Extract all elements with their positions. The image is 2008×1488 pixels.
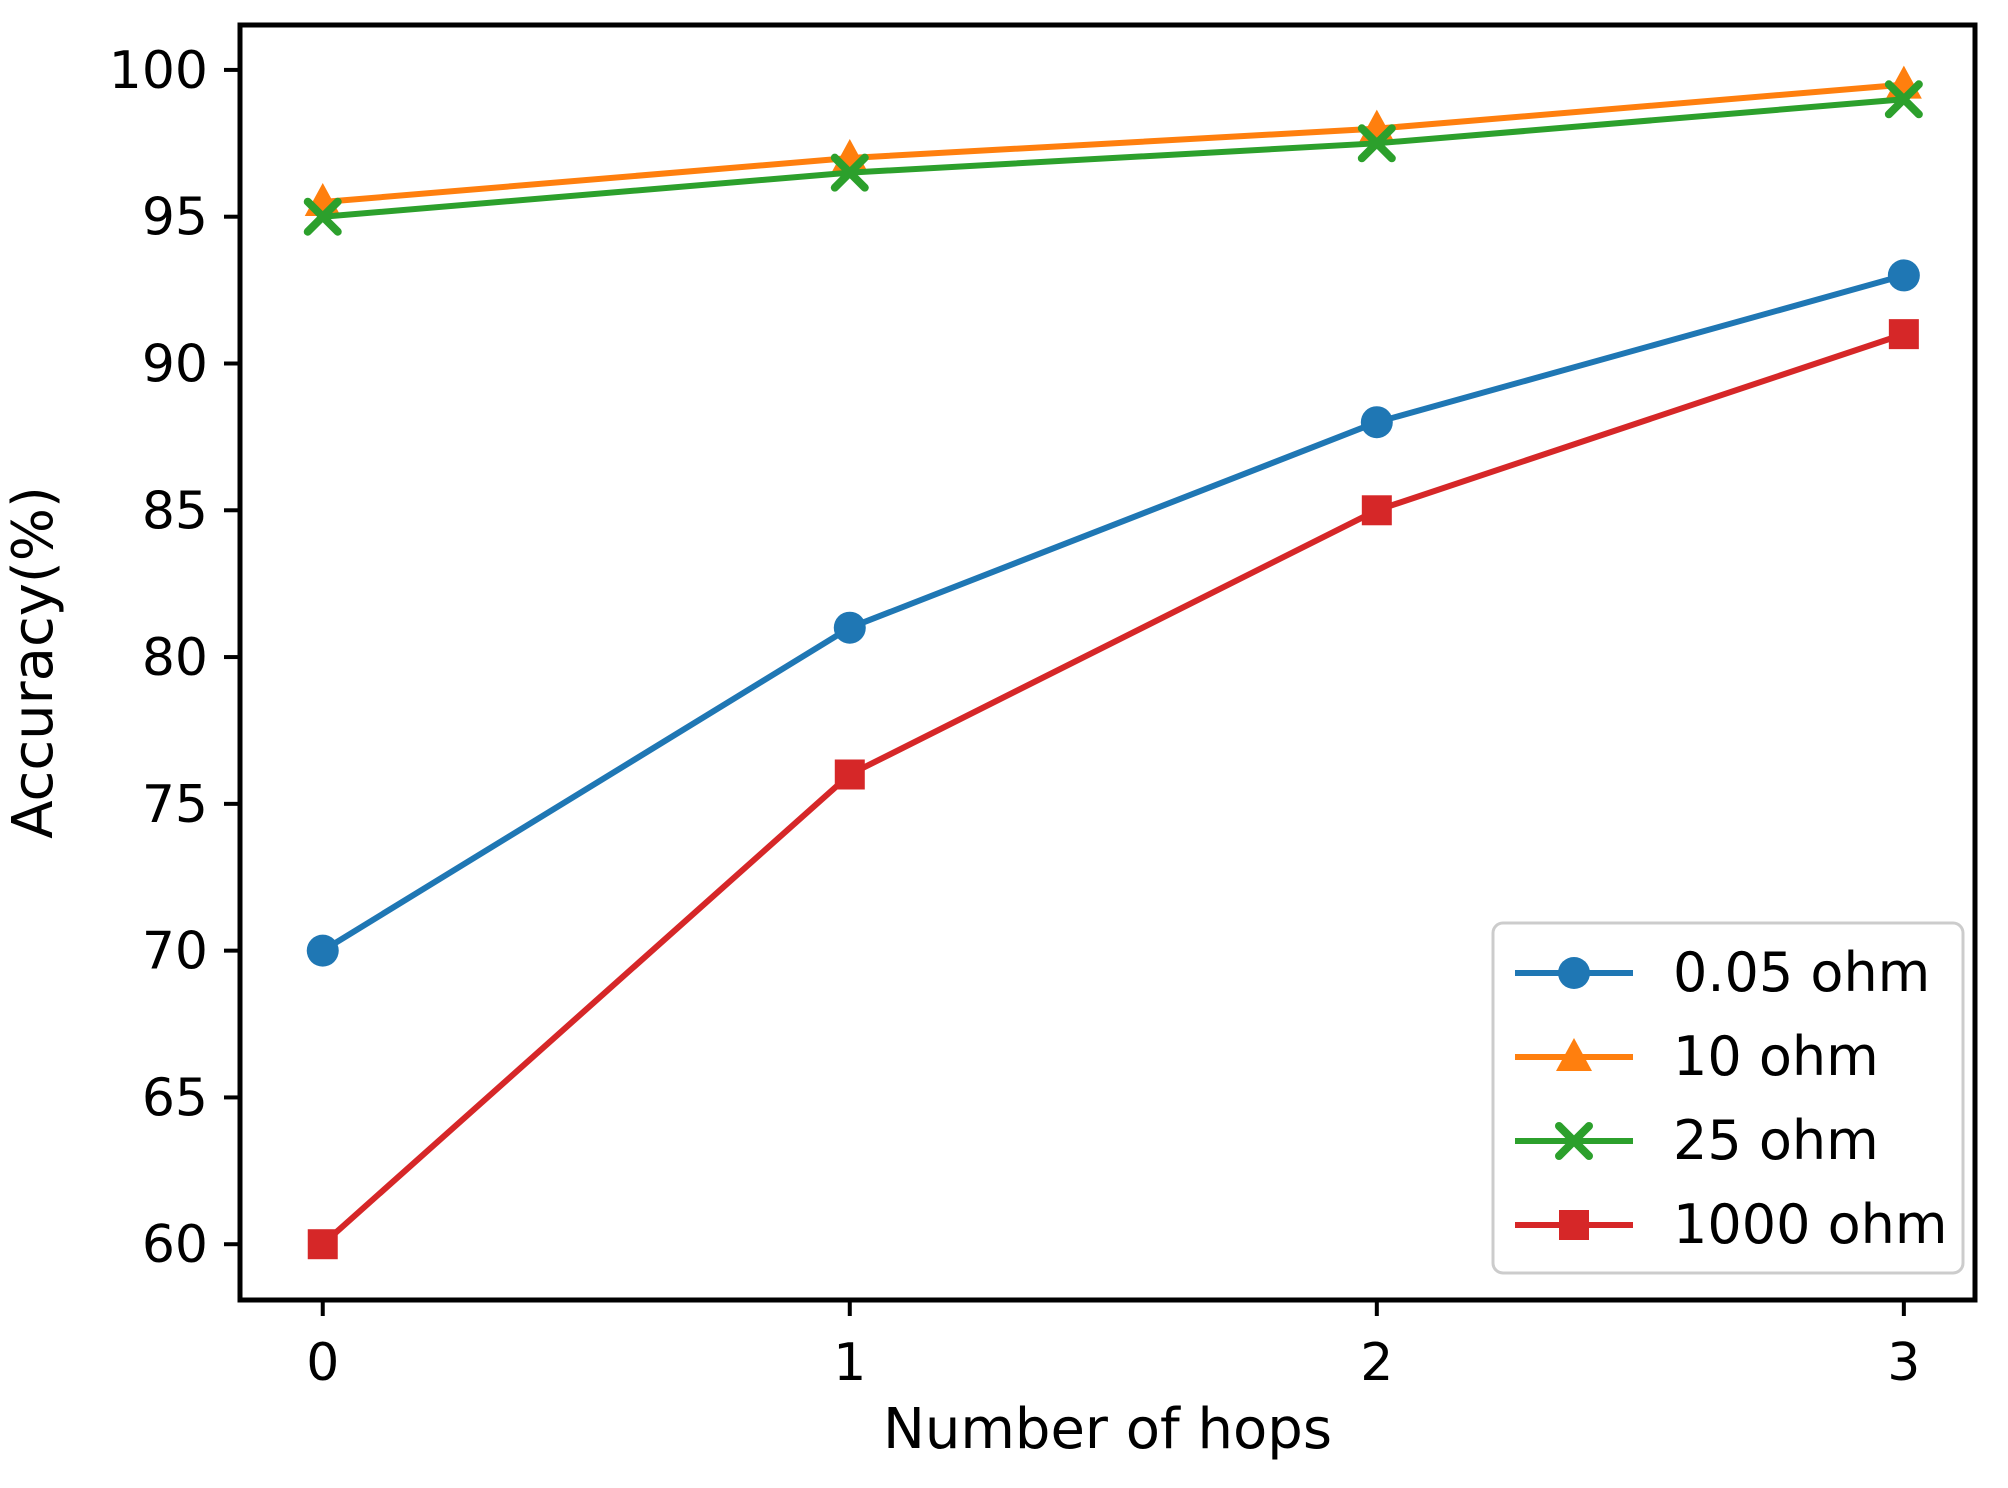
series-10-ohm bbox=[304, 65, 1922, 217]
y-tick-label: 95 bbox=[142, 188, 208, 248]
series-0-05-ohm bbox=[306, 259, 1920, 967]
data-point-25-ohm bbox=[1357, 124, 1396, 163]
x-axis-label: Number of hops bbox=[883, 1397, 1332, 1462]
plot-border bbox=[237, 22, 1978, 1303]
y-tick-label: 100 bbox=[109, 41, 208, 101]
x-tick-label: 1 bbox=[833, 1333, 866, 1393]
legend-marker-10-ohm bbox=[1556, 1038, 1592, 1071]
y-axis-label: Accuracy(%) bbox=[1, 486, 66, 839]
data-point-0-05-ohm bbox=[1887, 259, 1920, 292]
data-point-25-ohm bbox=[303, 197, 342, 236]
legend-label: 0.05 ohm bbox=[1673, 941, 1930, 1004]
x-axis: 0 1 2 3 bbox=[306, 1300, 1920, 1393]
data-point-1000-ohm bbox=[1361, 495, 1392, 526]
legend-item-1000-ohm: 1000 ohm bbox=[1515, 1193, 1947, 1256]
legend-label: 25 ohm bbox=[1673, 1109, 1879, 1172]
legend: 0.05 ohm 10 ohm 25 ohm 1000 ohm bbox=[1491, 921, 1965, 1275]
x-tick-label: 0 bbox=[306, 1333, 339, 1393]
data-point-1000-ohm bbox=[307, 1229, 338, 1260]
legend-label: 1000 ohm bbox=[1673, 1193, 1947, 1256]
y-tick-label: 65 bbox=[142, 1068, 208, 1128]
legend-marker-1000-ohm bbox=[1559, 1210, 1589, 1240]
y-tick-label: 70 bbox=[142, 922, 208, 982]
y-tick-label: 60 bbox=[142, 1215, 208, 1275]
y-tick-label: 80 bbox=[142, 628, 208, 688]
series-line-1000-ohm bbox=[320, 331, 1905, 1247]
y-axis: 60 65 70 75 80 85 90 95 100 bbox=[109, 41, 240, 1275]
legend-box bbox=[1491, 921, 1965, 1275]
y-tick-label: 85 bbox=[142, 481, 208, 541]
data-point-25-ohm bbox=[1884, 80, 1923, 119]
legend-marker-25-ohm bbox=[1555, 1122, 1593, 1160]
data-point-0-05-ohm bbox=[306, 934, 339, 967]
data-point-25-ohm bbox=[830, 153, 869, 192]
x-tick-label: 2 bbox=[1360, 1333, 1393, 1393]
legend-marker-0-05-ohm bbox=[1558, 957, 1590, 989]
data-point-0-05-ohm bbox=[1360, 406, 1393, 439]
y-tick-label: 90 bbox=[142, 334, 208, 394]
x-tick-label: 3 bbox=[1887, 1333, 1920, 1393]
data-point-0-05-ohm bbox=[833, 611, 866, 644]
data-point-1000-ohm bbox=[834, 759, 865, 790]
legend-item-0-05-ohm: 0.05 ohm bbox=[1515, 941, 1930, 1004]
series-line-0-05-ohm bbox=[321, 272, 1905, 954]
y-tick-label: 75 bbox=[142, 775, 208, 835]
legend-item-10-ohm: 10 ohm bbox=[1515, 1025, 1879, 1088]
legend-item-25-ohm: 25 ohm bbox=[1515, 1109, 1879, 1172]
data-point-1000-ohm bbox=[1888, 319, 1919, 350]
series-line-25-ohm bbox=[322, 96, 1905, 220]
legend-label: 10 ohm bbox=[1673, 1025, 1879, 1088]
series-line-10-ohm bbox=[322, 81, 1905, 206]
series-25-ohm bbox=[303, 80, 1923, 236]
series-1000-ohm bbox=[307, 319, 1919, 1260]
